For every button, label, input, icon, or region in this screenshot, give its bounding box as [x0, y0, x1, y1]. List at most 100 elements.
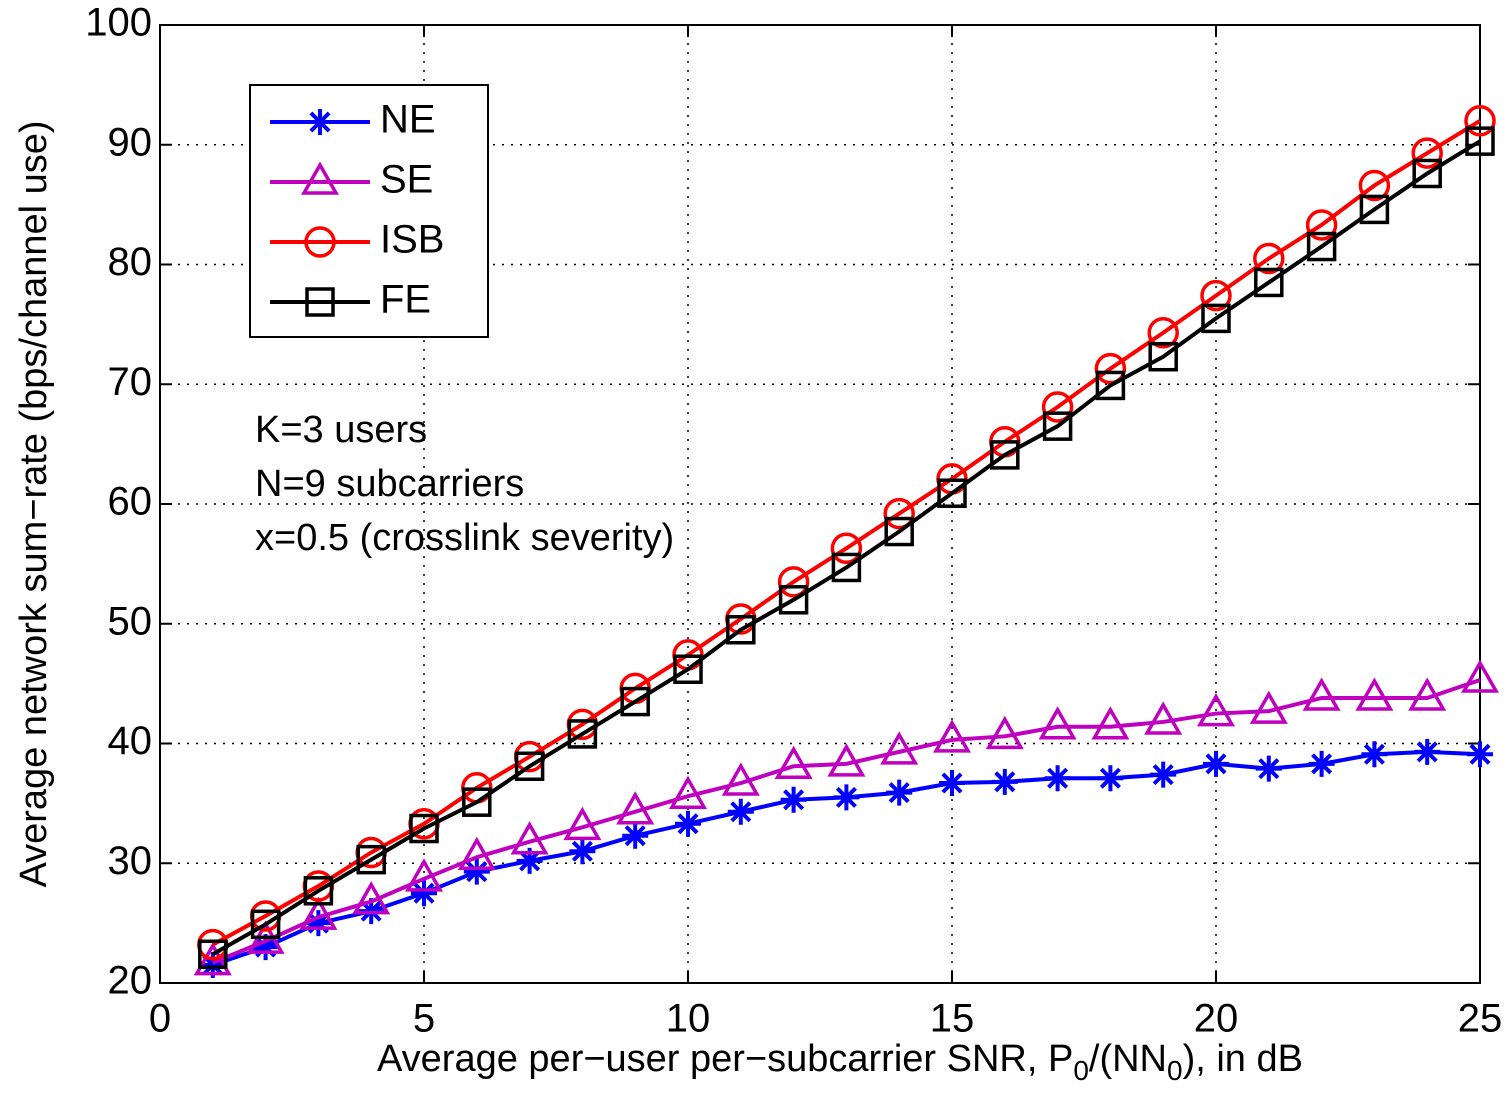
marker — [985, 715, 1024, 750]
marker — [721, 762, 760, 796]
marker — [1359, 194, 1390, 225]
marker — [567, 719, 598, 749]
marker — [199, 952, 226, 979]
x-axis-label-part: /(NN — [1089, 1038, 1167, 1080]
marker — [777, 566, 810, 598]
marker — [939, 770, 965, 797]
marker — [356, 844, 386, 875]
marker — [990, 440, 1020, 470]
marker — [1460, 659, 1500, 693]
marker — [1467, 741, 1493, 768]
marker — [514, 751, 545, 782]
x-tick-label: 5 — [413, 997, 435, 1041]
marker — [884, 516, 914, 547]
marker — [831, 552, 862, 583]
marker — [1041, 391, 1074, 423]
x-tick-label: 0 — [149, 997, 171, 1041]
x-tick-label: 10 — [666, 997, 711, 1041]
marker — [622, 822, 649, 849]
legend-label: ISB — [380, 218, 444, 262]
legend-label: SE — [380, 158, 433, 202]
y-tick-label: 60 — [108, 480, 153, 524]
marker — [1355, 677, 1394, 711]
marker — [1408, 677, 1447, 711]
marker — [1095, 370, 1126, 401]
marker — [198, 939, 228, 970]
x-axis-label: Average per−user per−subcarrier SNR, P0/… — [377, 1038, 1303, 1086]
y-tick-label: 70 — [108, 360, 153, 404]
marker — [1094, 352, 1127, 385]
marker — [774, 745, 813, 780]
marker — [1042, 411, 1073, 441]
marker — [1302, 677, 1341, 711]
marker — [991, 768, 1018, 795]
marker — [1464, 105, 1496, 137]
marker — [1044, 765, 1071, 792]
marker — [1358, 169, 1391, 202]
marker — [1150, 761, 1177, 788]
annotation: K=3 users — [255, 409, 427, 451]
marker — [1361, 741, 1388, 768]
marker — [252, 934, 279, 961]
marker — [463, 858, 490, 885]
marker — [563, 806, 602, 841]
marker — [616, 791, 655, 825]
legend-label: NE — [380, 98, 436, 142]
legend-label: FE — [380, 278, 431, 322]
marker — [1097, 765, 1124, 792]
marker — [1253, 242, 1285, 275]
marker — [620, 686, 650, 717]
marker — [827, 743, 866, 777]
series-line — [211, 139, 1482, 956]
annotation: N=9 subcarriers — [255, 463, 524, 505]
marker — [726, 614, 756, 645]
marker — [457, 836, 496, 871]
marker — [1254, 267, 1284, 298]
marker — [1411, 137, 1443, 169]
marker — [1091, 706, 1130, 740]
y-axis-label: Average network sum−rate (bps/channel us… — [13, 120, 55, 887]
series-line — [212, 749, 1481, 967]
marker — [411, 880, 437, 907]
marker — [1148, 341, 1178, 372]
marker — [886, 779, 913, 806]
marker — [404, 858, 444, 892]
marker — [1144, 701, 1183, 735]
marker — [510, 821, 549, 855]
annotation: x=0.5 (crosslink severity) — [255, 517, 674, 559]
marker — [305, 910, 332, 937]
marker — [937, 478, 967, 508]
marker — [569, 838, 596, 865]
marker — [303, 876, 334, 906]
y-tick-label: 90 — [108, 120, 153, 164]
x-tick-label: 25 — [1458, 997, 1503, 1041]
x-tick-label: 20 — [1194, 997, 1239, 1041]
marker — [1414, 738, 1441, 765]
marker — [1200, 279, 1232, 312]
x-tick-label: 15 — [930, 997, 975, 1041]
marker — [880, 731, 919, 765]
marker — [409, 813, 439, 844]
marker — [250, 909, 281, 940]
marker — [780, 786, 807, 813]
marker — [1249, 690, 1288, 724]
marker — [833, 784, 860, 811]
y-tick-label: 80 — [108, 240, 153, 284]
legend-box — [249, 84, 489, 338]
y-tick-label: 40 — [108, 719, 153, 763]
x-axis-label-part: Average per−user per−subcarrier SNR, P — [377, 1038, 1073, 1080]
marker — [1412, 158, 1442, 189]
marker — [883, 497, 915, 530]
marker — [299, 896, 338, 930]
marker — [1203, 750, 1229, 777]
marker — [1196, 693, 1236, 727]
marker — [675, 810, 701, 837]
x-axis-label-part: 0 — [1167, 1055, 1183, 1086]
marker — [352, 881, 391, 915]
marker — [778, 585, 809, 615]
marker — [1201, 303, 1231, 334]
marker — [516, 847, 543, 874]
x-axis-label-part: 0 — [1073, 1055, 1089, 1086]
marker — [1305, 209, 1338, 241]
